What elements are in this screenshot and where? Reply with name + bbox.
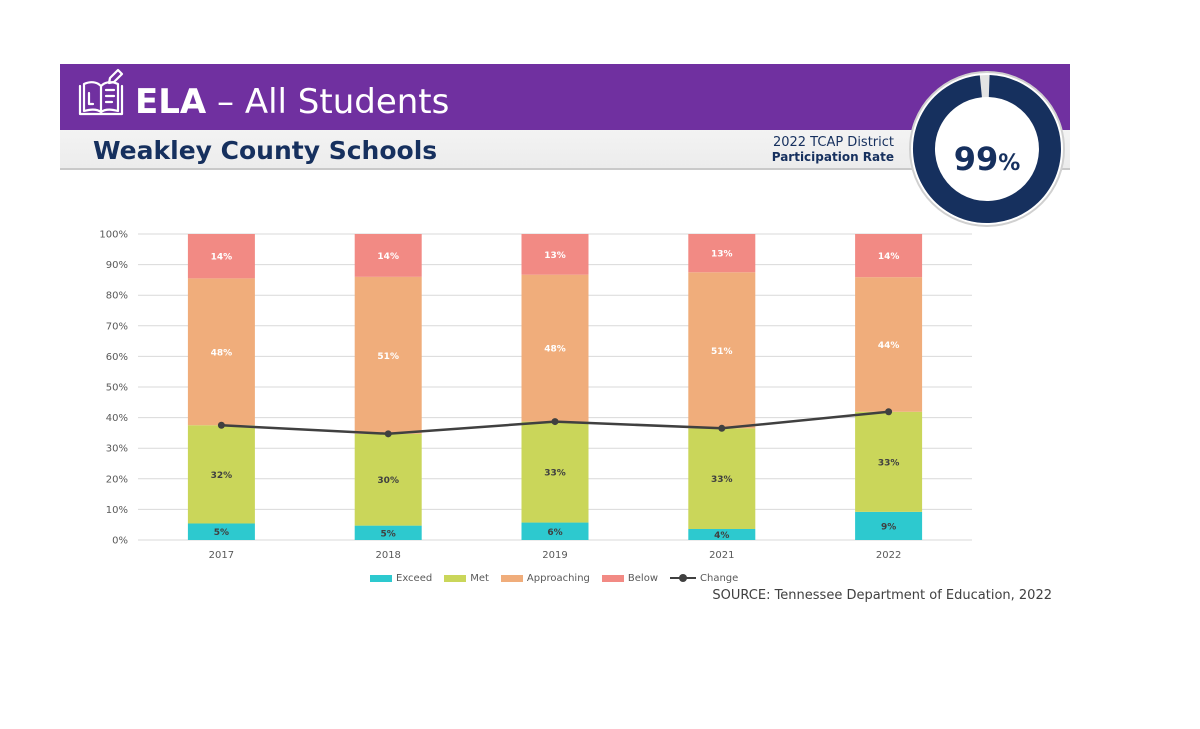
data-label-exceed: 5%	[381, 529, 396, 539]
data-label-exceed: 4%	[714, 531, 729, 541]
data-label-approaching: 48%	[544, 345, 566, 355]
y-tick-label: 100%	[99, 230, 128, 241]
y-tick-label: 80%	[106, 291, 128, 302]
y-tick-label: 30%	[106, 444, 128, 455]
bar-segment-approaching	[688, 272, 756, 429]
banner-background	[60, 64, 1070, 130]
legend-item-below: Below	[601, 572, 658, 584]
data-label-below: 14%	[377, 252, 399, 262]
bar-segment-below	[187, 234, 255, 279]
legend-item-exceed: Exceed	[370, 573, 432, 584]
participation-unit: %	[998, 151, 1021, 176]
bar-segment-below	[354, 234, 422, 277]
page-title: ELA – All Students	[135, 80, 449, 124]
legend-item-met: Met	[444, 573, 489, 584]
y-tick-label: 40%	[106, 413, 128, 424]
legend-label-change: Change	[700, 572, 739, 584]
legend-line-change	[670, 573, 696, 583]
subject-label: ELA	[135, 82, 207, 122]
header-banner	[60, 64, 1070, 130]
data-label-approaching: 48%	[211, 348, 233, 358]
participation-number: 99	[953, 140, 999, 178]
district-name: Weakley County Schools	[93, 136, 438, 165]
legend-swatch-below	[601, 574, 624, 582]
bar-segment-met	[521, 421, 589, 523]
bar-segment-approaching	[521, 274, 589, 422]
change-point	[217, 421, 225, 429]
bar-segment-exceed	[354, 525, 422, 540]
bar-segment-met	[688, 428, 756, 529]
x-tick-label: 2022	[876, 550, 901, 561]
legend-label-met: Met	[470, 572, 489, 584]
change-point	[885, 408, 893, 416]
x-tick-label: 2018	[375, 550, 400, 561]
data-label-met: 33%	[544, 469, 566, 479]
open-book-pencil-icon	[78, 68, 124, 116]
title-suffix: – All Students	[206, 82, 450, 122]
bar-segment-approaching	[855, 277, 923, 412]
legend-item-change: Change	[670, 573, 738, 584]
bar-segment-exceed	[521, 522, 589, 540]
x-tick-label: 2021	[709, 550, 734, 561]
data-label-met: 30%	[377, 476, 399, 486]
bar-segment-approaching	[187, 278, 255, 426]
bar-segment-met	[187, 425, 255, 524]
bar-segment-exceed	[187, 523, 255, 540]
bar-segment-met	[354, 433, 422, 526]
chart-legend: Exceed Met Approaching Below Change	[370, 571, 750, 585]
data-label-exceed: 9%	[881, 522, 896, 532]
bar-segment-met	[855, 411, 923, 512]
bar-segment-below	[855, 234, 923, 278]
data-label-below: 14%	[211, 253, 233, 263]
x-tick-label: 2019	[542, 550, 567, 561]
legend-item-approaching: Approaching	[500, 572, 590, 584]
y-tick-label: 50%	[106, 383, 128, 394]
data-label-below: 14%	[878, 252, 900, 262]
legend-swatch-met	[444, 574, 467, 582]
data-label-below: 13%	[711, 250, 733, 260]
participation-rate-value: 99%	[923, 140, 1051, 178]
legend-swatch-exceed	[370, 574, 392, 582]
data-label-approaching: 51%	[377, 352, 399, 362]
bar-segment-exceed	[688, 528, 756, 540]
legend-label-exceed: Exceed	[396, 572, 433, 584]
change-point	[384, 430, 392, 438]
bar-segment-below	[521, 234, 589, 275]
data-label-met: 33%	[878, 458, 900, 468]
y-tick-label: 90%	[106, 260, 128, 271]
legend-swatch-approaching	[500, 574, 523, 582]
y-tick-label: 20%	[106, 474, 128, 485]
y-tick-label: 60%	[106, 352, 128, 363]
source-note: SOURCE: Tennessee Department of Educatio…	[712, 588, 1052, 603]
bar-segment-approaching	[354, 276, 422, 434]
legend-label-approaching: Approaching	[526, 572, 590, 584]
district-bar	[60, 130, 1070, 170]
change-point	[718, 424, 726, 432]
data-label-met: 33%	[711, 475, 733, 485]
gauge-fill-arc	[912, 75, 1061, 223]
data-label-below: 13%	[544, 251, 566, 261]
bar-segment-exceed	[855, 511, 923, 540]
participation-label-line2: Participation Rate	[771, 150, 894, 164]
data-label-exceed: 6%	[547, 528, 562, 538]
y-tick-label: 10%	[106, 505, 128, 516]
y-tick-label: 70%	[106, 321, 128, 332]
legend-label-below: Below	[627, 572, 658, 584]
participation-label-line1: 2022 TCAP District	[772, 135, 894, 150]
data-label-met: 32%	[211, 471, 233, 481]
change-point	[551, 418, 559, 426]
participation-gauge	[909, 71, 1065, 227]
bar-segment-below	[688, 234, 756, 273]
data-label-approaching: 51%	[711, 347, 733, 357]
data-label-exceed: 5%	[214, 528, 229, 538]
y-tick-label: 0%	[112, 536, 128, 547]
data-label-approaching: 44%	[878, 341, 900, 351]
x-tick-label: 2017	[209, 550, 234, 561]
